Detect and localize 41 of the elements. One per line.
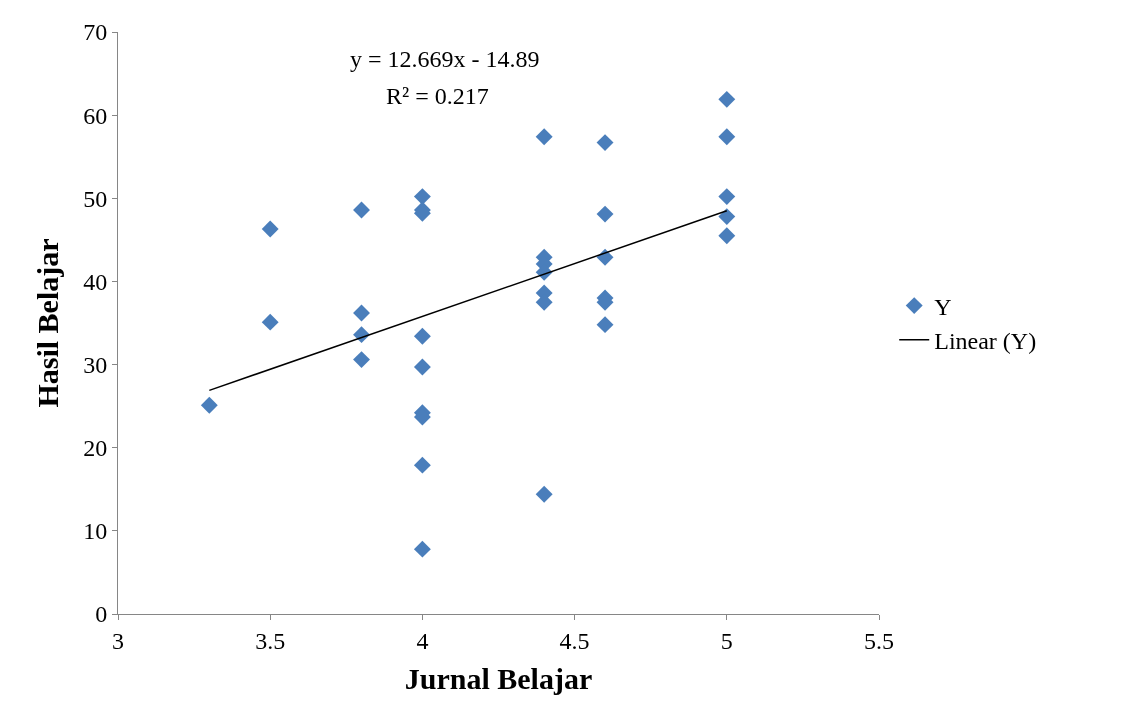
point bbox=[413, 456, 431, 474]
point bbox=[718, 208, 736, 226]
y-tick-label: 70 bbox=[83, 19, 108, 46]
point bbox=[413, 327, 431, 345]
y-tick-label: 60 bbox=[83, 102, 108, 129]
point bbox=[261, 313, 279, 331]
point bbox=[413, 358, 431, 376]
point bbox=[413, 188, 431, 206]
point bbox=[535, 485, 553, 503]
annotation: R² = 0.217 bbox=[386, 83, 489, 109]
x-tick-label: 3.5 bbox=[255, 627, 286, 654]
point bbox=[261, 220, 279, 238]
point bbox=[200, 396, 218, 414]
legend-label: Y bbox=[934, 293, 952, 320]
y-tick-label: 10 bbox=[83, 518, 108, 545]
point bbox=[596, 205, 614, 223]
x-tick-label: 3 bbox=[112, 627, 124, 654]
x-tick-label: 4 bbox=[416, 627, 429, 654]
point bbox=[353, 201, 370, 219]
x-axis-title: Jurnal Belajar bbox=[404, 662, 593, 696]
x-tick-label: 5 bbox=[720, 627, 733, 654]
y-tick-label: 40 bbox=[83, 268, 108, 295]
point bbox=[718, 128, 736, 146]
x-tick-label: 5.5 bbox=[864, 627, 894, 654]
point bbox=[596, 134, 614, 152]
point bbox=[718, 90, 736, 108]
annotation: y = 12.669x - 14.89 bbox=[350, 46, 540, 72]
point bbox=[718, 227, 736, 245]
legend-label: Linear (Y) bbox=[934, 328, 1037, 355]
y-tick-label: 50 bbox=[83, 185, 108, 212]
point bbox=[413, 540, 431, 558]
x-tick-label: 4.5 bbox=[559, 627, 590, 654]
y-tick-label: 30 bbox=[83, 351, 108, 378]
point bbox=[596, 316, 614, 334]
y-tick-label: 0 bbox=[95, 601, 108, 628]
point bbox=[353, 351, 370, 369]
y-tick-label: 20 bbox=[83, 435, 108, 462]
y-axis-title: Hasil Belajar bbox=[31, 238, 65, 408]
point bbox=[535, 128, 553, 146]
point bbox=[718, 188, 736, 206]
point bbox=[353, 304, 370, 322]
